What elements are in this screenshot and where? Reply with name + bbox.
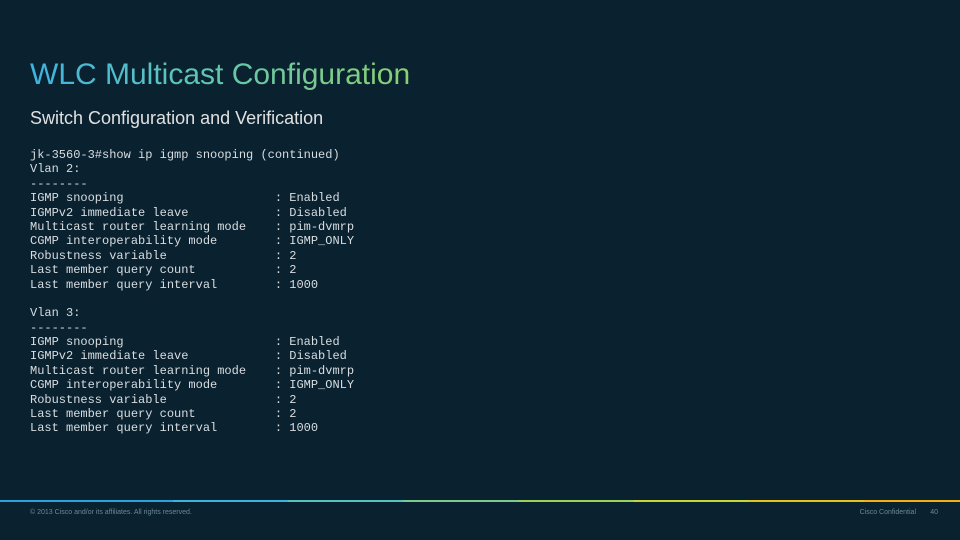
- copyright-text: © 2013 Cisco and/or its affiliates. All …: [30, 509, 192, 516]
- confidential-label: Cisco Confidential: [860, 509, 916, 516]
- page-number: 40: [930, 509, 938, 516]
- page-subtitle: Switch Configuration and Verification: [30, 108, 323, 129]
- page-title: WLC Multicast Configuration: [30, 58, 410, 92]
- terminal-output: jk-3560-3#show ip igmp snooping (continu…: [30, 148, 354, 436]
- accent-gradient-bar: [0, 500, 960, 502]
- footer: © 2013 Cisco and/or its affiliates. All …: [0, 502, 960, 516]
